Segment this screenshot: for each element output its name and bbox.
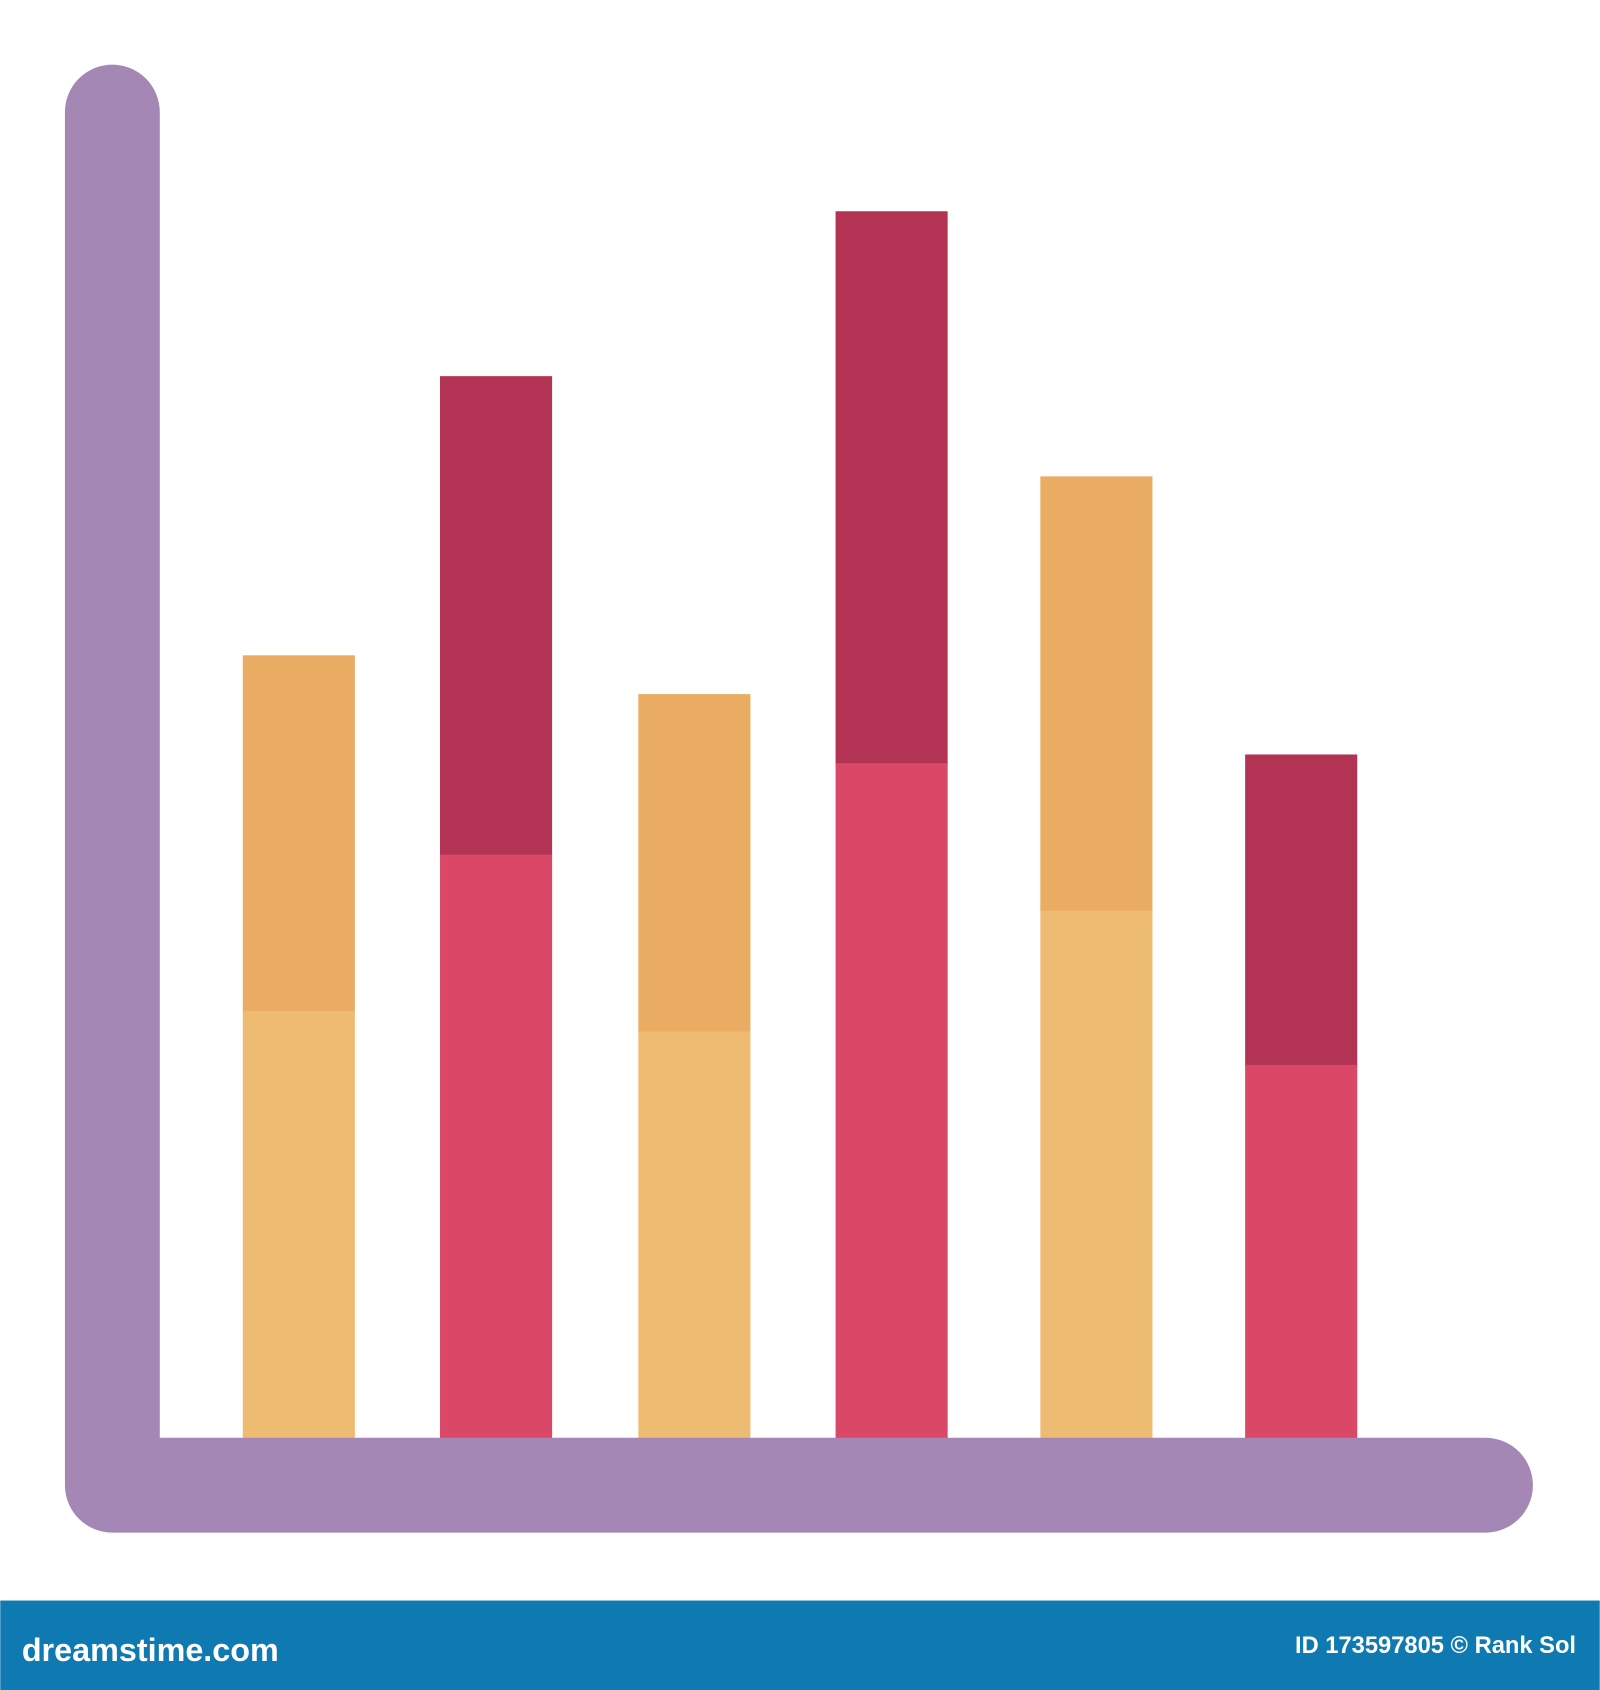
image-credit: ID 173597805 © Rank Sol	[1295, 1633, 1576, 1659]
bar-segment	[638, 694, 751, 1034]
bar-segment	[242, 1010, 355, 1439]
bar-segment	[835, 211, 948, 766]
bar-segment	[835, 763, 948, 1439]
site-name: dreamstime.com	[22, 1632, 279, 1668]
bar-segment	[1245, 754, 1358, 1068]
bar-segment	[1245, 1064, 1358, 1439]
bar-segment	[1040, 476, 1153, 913]
bar-segment	[242, 655, 355, 1014]
bar-segment	[440, 376, 553, 857]
bar-segment	[440, 854, 553, 1439]
axes	[64, 64, 1533, 1533]
bar-segment	[1040, 910, 1153, 1439]
bars	[242, 211, 1358, 1439]
bar-segment	[638, 1031, 751, 1439]
footer-bar	[0, 1600, 1600, 1690]
